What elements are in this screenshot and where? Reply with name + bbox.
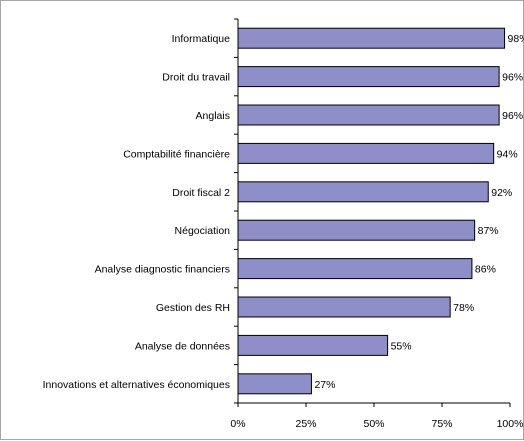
bar bbox=[237, 334, 389, 356]
category-label: Négociation bbox=[175, 225, 231, 237]
data-label: 92% bbox=[491, 187, 512, 199]
category-label: Anglais bbox=[196, 110, 230, 122]
data-label: 87% bbox=[478, 225, 499, 237]
bar bbox=[237, 258, 473, 280]
category-label: Analyse de données bbox=[135, 340, 230, 352]
category-label: Droit du travail bbox=[162, 72, 230, 84]
bar bbox=[237, 104, 500, 126]
data-label: 86% bbox=[475, 264, 496, 276]
data-label: 96% bbox=[502, 72, 523, 84]
x-tick-label: 100% bbox=[497, 418, 524, 430]
data-label: 78% bbox=[453, 302, 474, 314]
data-label: 96% bbox=[502, 110, 523, 122]
bar bbox=[237, 373, 312, 395]
data-label: 55% bbox=[391, 340, 412, 352]
x-tick-label: 75% bbox=[431, 418, 452, 430]
category-label: Comptabilité financière bbox=[123, 148, 230, 160]
x-tick-label: 0% bbox=[230, 418, 245, 430]
category-label: Innovations et alternatives économiques bbox=[43, 379, 230, 391]
bar bbox=[237, 142, 495, 164]
category-label: Analyse diagnostic financiers bbox=[95, 264, 230, 276]
x-tick-label: 50% bbox=[363, 418, 384, 430]
category-label: Droit fiscal 2 bbox=[172, 187, 230, 199]
bar bbox=[237, 27, 506, 49]
category-label: Gestion des RH bbox=[156, 302, 230, 314]
bar bbox=[237, 219, 476, 241]
data-label: 94% bbox=[497, 148, 518, 160]
bar bbox=[237, 66, 500, 88]
bar bbox=[237, 296, 451, 318]
bar bbox=[237, 181, 489, 203]
category-label: Informatique bbox=[172, 33, 231, 45]
data-label: 98% bbox=[508, 33, 524, 45]
x-tick-label: 25% bbox=[295, 418, 316, 430]
data-label: 27% bbox=[314, 379, 335, 391]
